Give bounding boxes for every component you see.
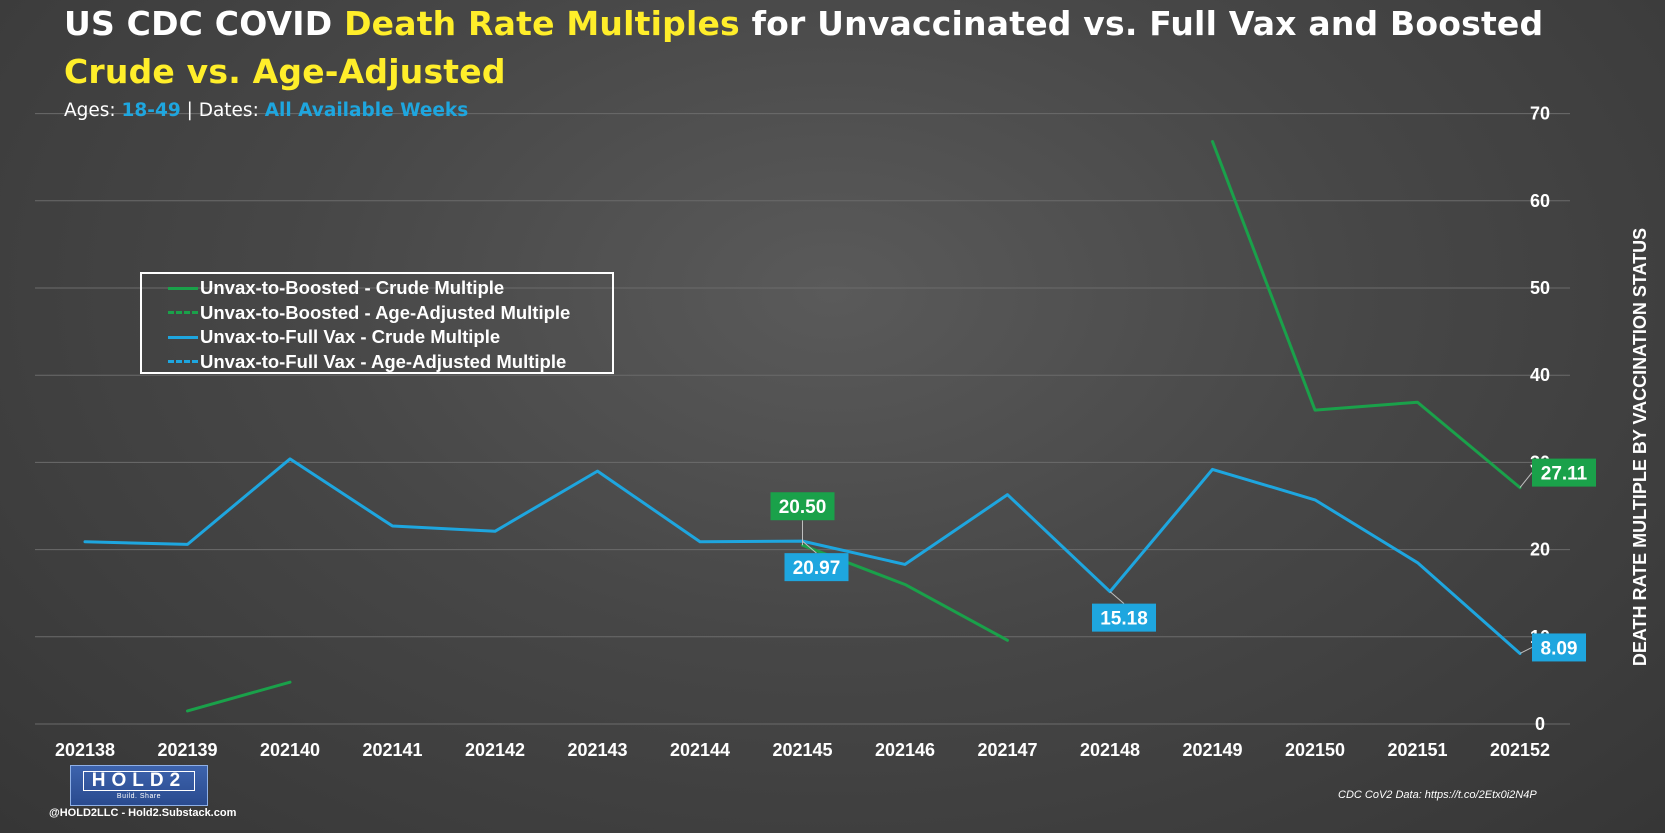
title-highlight: Death Rate Multiples	[344, 4, 740, 43]
series-boosted-crude-line	[1211, 140, 1522, 490]
series-lines	[83, 140, 1522, 713]
legend-item-fullvax-age-adjusted: Unvax-to-Full Vax - Age-Adjusted Multipl…	[168, 350, 612, 375]
legend-label: Unvax-to-Boosted - Crude Multiple	[200, 277, 505, 299]
x-tick-label: 202142	[465, 740, 525, 760]
filter-info: Ages: 18-49 | Dates: All Available Weeks	[64, 100, 468, 121]
x-tick-label: 202146	[875, 740, 935, 760]
y-tick-label: 40	[1530, 365, 1550, 385]
chart-subtitle: Crude vs. Age-Adjusted	[64, 52, 506, 91]
data-label: 8.09	[1541, 638, 1578, 659]
data-label-leader	[1109, 591, 1125, 605]
legend-item-fullvax-crude: Unvax-to-Full Vax - Crude Multiple	[168, 325, 612, 350]
data-label-box	[1532, 458, 1596, 487]
x-tick-label: 202138	[55, 740, 115, 760]
y-tick-label: 60	[1530, 191, 1550, 211]
x-tick-label: 202141	[362, 740, 422, 760]
data-label: 15.18	[1100, 609, 1148, 630]
ages-label: Ages:	[64, 100, 122, 121]
x-axis-ticks: 202138 202139 202140 202141 202142 202143 2021…	[55, 740, 1550, 760]
separator: |	[180, 100, 199, 121]
x-tick-label: 202150	[1285, 740, 1345, 760]
data-label-leader	[1519, 472, 1533, 488]
data-label: 20.50	[779, 497, 827, 518]
logo-tagline: Build. Share	[116, 793, 162, 800]
x-tick-label: 202148	[1080, 740, 1140, 760]
legend-swatch-boosted-crude	[168, 286, 198, 290]
legend-swatch-boosted-age-adjusted	[168, 311, 198, 315]
y-tick-label: 20	[1530, 540, 1550, 560]
x-tick-label: 202139	[157, 740, 217, 760]
data-label: 27.11	[1541, 464, 1588, 485]
series-boosted-crude-line	[186, 680, 292, 713]
legend-swatch-fullvax-age-adjusted	[168, 360, 198, 364]
x-tick-label: 202145	[772, 740, 832, 760]
hold2-logo: HOLD2 Build. Share	[70, 765, 208, 806]
legend: Unvax-to-Boosted - Crude Multiple Unvax-…	[140, 272, 614, 374]
title-post: for Unvaccinated vs. Full Vax and Booste…	[739, 4, 1544, 43]
y-tick-label: 70	[1530, 104, 1550, 124]
x-tick-label: 202152	[1490, 740, 1550, 760]
dates-label: Dates:	[198, 100, 265, 121]
data-label-box	[770, 492, 835, 521]
dates-value: All Available Weeks	[264, 100, 469, 121]
y-tick-label: 50	[1530, 278, 1550, 298]
x-tick-label: 202151	[1387, 740, 1447, 760]
legend-label: Unvax-to-Boosted - Age-Adjusted Multiple	[200, 301, 571, 323]
legend-label: Unvax-to-Full Vax - Age-Adjusted Multipl…	[200, 350, 567, 372]
x-tick-label: 202149	[1182, 740, 1242, 760]
data-labels: 20.50 20.97 15.18 27.11 8.09	[770, 458, 1596, 662]
chart-title: US CDC COVID Death Rate Multiples for Un…	[64, 4, 1543, 43]
data-label-leader	[1519, 647, 1533, 654]
legend-swatch-fullvax-crude	[168, 335, 198, 339]
x-tick-label: 202140	[260, 740, 320, 760]
title-pre: US CDC COVID	[64, 4, 345, 43]
x-tick-label: 202144	[670, 740, 730, 760]
y-axis-title: DEATH RATE MULTIPLE BY VACCINATION STATU…	[1630, 228, 1650, 666]
data-label-box	[784, 553, 849, 582]
legend-label: Unvax-to-Full Vax - Crude Multiple	[200, 326, 501, 348]
x-tick-label: 202143	[567, 740, 627, 760]
data-label-box	[1532, 633, 1586, 662]
y-tick-label: 0	[1535, 714, 1545, 734]
x-tick-label: 202147	[977, 740, 1037, 760]
source-note: CDC CoV2 Data: https://t.co/2Etx0i2N4P	[1338, 789, 1537, 801]
data-label-leader	[802, 540, 817, 554]
logo-brand: HOLD2	[82, 771, 196, 791]
data-label-box	[1092, 603, 1156, 632]
ages-value: 18-49	[121, 100, 181, 121]
data-label: 20.97	[793, 558, 841, 579]
legend-item-boosted-crude: Unvax-to-Boosted - Crude Multiple	[168, 276, 612, 301]
author-handle: @HOLD2LLC - Hold2.Substack.com	[49, 807, 237, 819]
gridlines	[35, 113, 1570, 725]
legend-item-boosted-age-adjusted: Unvax-to-Boosted - Age-Adjusted Multiple	[168, 301, 612, 326]
